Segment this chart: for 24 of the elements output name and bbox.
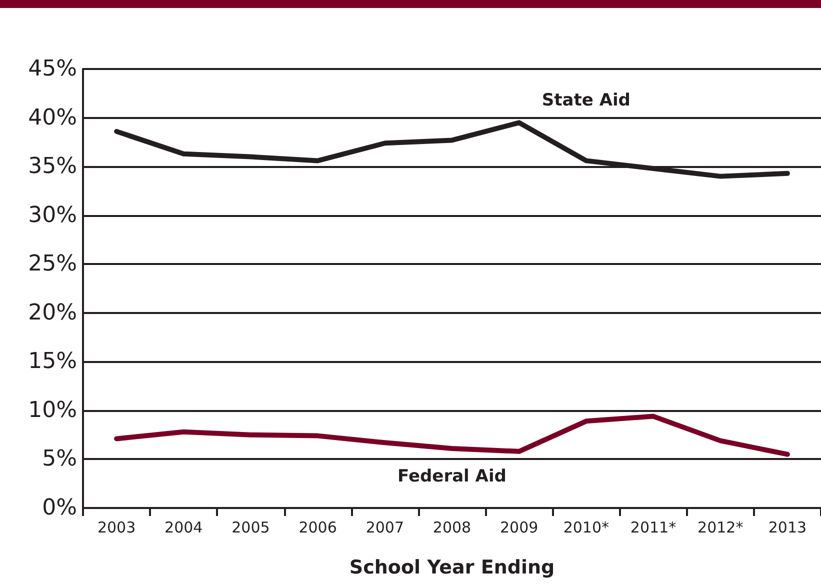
y-tick-label: 30% (28, 202, 77, 228)
series-label: Federal Aid (398, 466, 506, 486)
y-tick-label: 20% (28, 300, 77, 326)
x-tick-label: 2007 (366, 518, 404, 536)
y-tick-label: 15% (28, 349, 77, 374)
series-label: State Aid (542, 90, 630, 111)
y-tick-label: 45% (28, 56, 77, 82)
y-tick-label: 25% (28, 252, 77, 277)
x-axis-title: School Year Ending (349, 556, 555, 578)
x-tick-label: 2003 (97, 518, 136, 536)
x-tick-label: 2006 (298, 518, 337, 536)
y-tick-label: 40% (28, 105, 77, 130)
x-tick-label: 2004 (164, 518, 203, 536)
x-tick-label: 2010* (563, 518, 610, 536)
x-tick-label: 2012* (698, 518, 744, 536)
y-tick-label: 10% (28, 398, 77, 423)
y-tick-label: 35% (28, 154, 77, 180)
x-tick-label: 2008 (432, 518, 472, 536)
x-tick-label: 2009 (500, 518, 538, 536)
x-tick-label: 2005 (232, 518, 270, 536)
y-tick-label: 5% (42, 446, 77, 472)
y-tick-label: 0% (42, 496, 77, 520)
x-tick-label: 2011* (630, 518, 677, 536)
x-tick-label: 2013 (768, 518, 807, 536)
